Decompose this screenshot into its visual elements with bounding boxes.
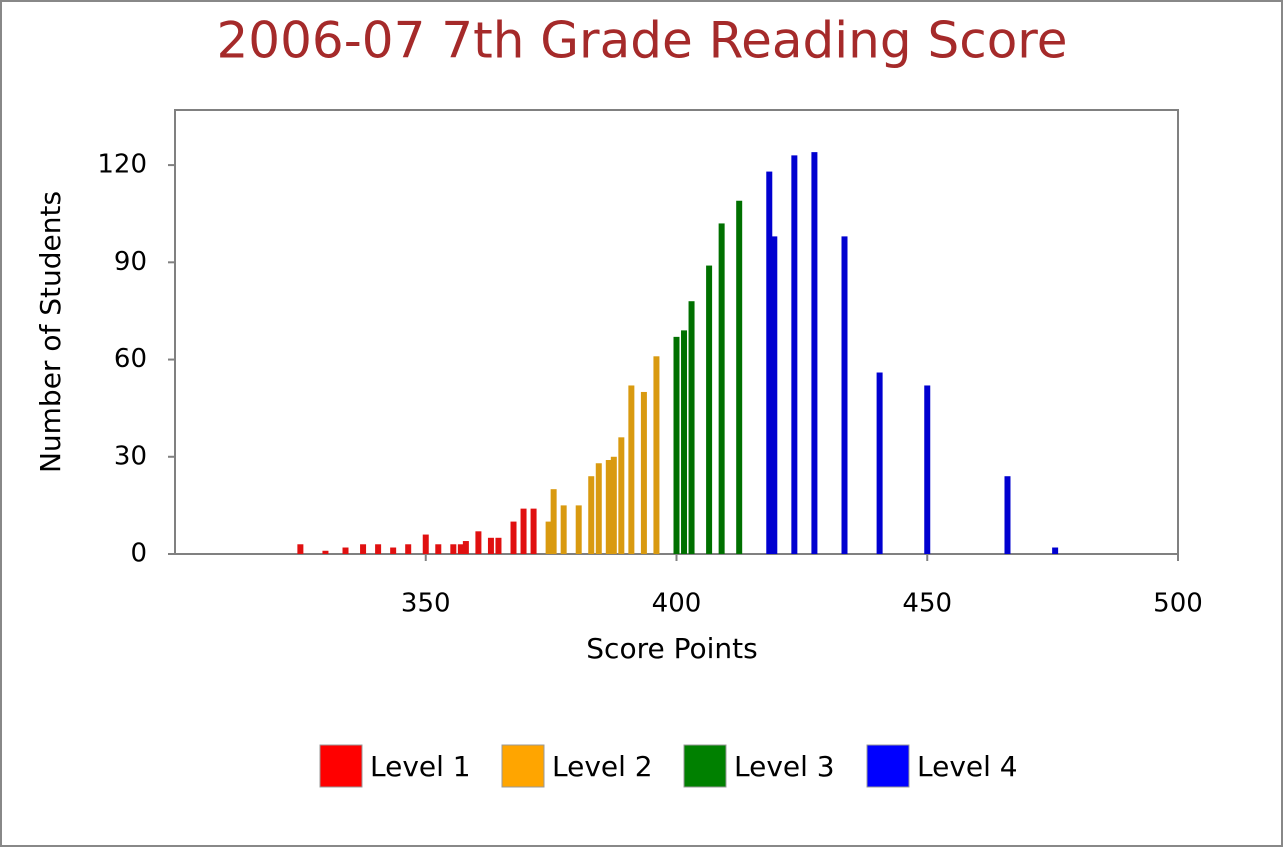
bar (628, 385, 635, 554)
x-tick-label: 350 (401, 589, 451, 619)
bar (706, 265, 713, 554)
y-tick-label: 90 (114, 247, 147, 277)
bar (673, 336, 680, 554)
bar (924, 385, 931, 554)
y-tick-label: 120 (97, 150, 147, 180)
bar (360, 544, 367, 554)
bar (422, 534, 429, 554)
legend-label: Level 2 (552, 750, 653, 783)
bar (462, 541, 469, 554)
bar (1004, 476, 1011, 554)
legend-label: Level 1 (370, 750, 471, 783)
x-tick-label: 450 (902, 589, 952, 619)
bar (618, 437, 625, 554)
bar (435, 544, 442, 554)
bar (688, 301, 695, 554)
bar (322, 550, 329, 554)
bar (520, 508, 527, 554)
legend-swatch (866, 744, 910, 788)
y-tick-label: 30 (114, 441, 147, 471)
y-tick-label: 0 (130, 539, 147, 569)
bar (530, 508, 537, 554)
x-tick-label: 400 (652, 589, 702, 619)
bar (595, 463, 602, 554)
chart-title: 2006-07 7th Grade Reading Score (216, 12, 1067, 70)
bar (588, 476, 595, 554)
legend-swatch (501, 744, 545, 788)
bar (450, 544, 457, 554)
bar (736, 200, 743, 555)
y-axis-title: Number of Students (34, 191, 67, 473)
bar (1052, 547, 1059, 554)
bar (510, 521, 517, 554)
bar (560, 505, 567, 554)
x-tick-label: 500 (1153, 589, 1203, 619)
bar (342, 547, 349, 554)
bar (791, 155, 798, 555)
bar (550, 489, 557, 554)
bar (876, 372, 883, 554)
legend-label: Level 4 (917, 750, 1018, 783)
bar (390, 547, 397, 554)
y-tick-label: 60 (114, 344, 147, 374)
bar (841, 236, 848, 554)
bar (487, 537, 494, 554)
bar (610, 456, 617, 554)
bar (605, 460, 612, 554)
legend-swatch (683, 744, 727, 788)
bar (718, 223, 725, 554)
legend-label: Level 3 (734, 750, 835, 783)
bar (771, 236, 778, 554)
bar (811, 152, 818, 554)
legend-swatch (319, 744, 363, 788)
bar (495, 537, 502, 554)
bar (405, 544, 412, 554)
bar (766, 171, 773, 554)
bar (475, 531, 482, 554)
bar (457, 544, 464, 554)
x-axis-title: Score Points (586, 632, 757, 665)
bar (545, 521, 552, 554)
bar (297, 544, 304, 554)
bar (653, 356, 660, 554)
bar (575, 505, 582, 554)
bar (375, 544, 382, 554)
bar (640, 391, 647, 554)
bar (681, 330, 688, 554)
